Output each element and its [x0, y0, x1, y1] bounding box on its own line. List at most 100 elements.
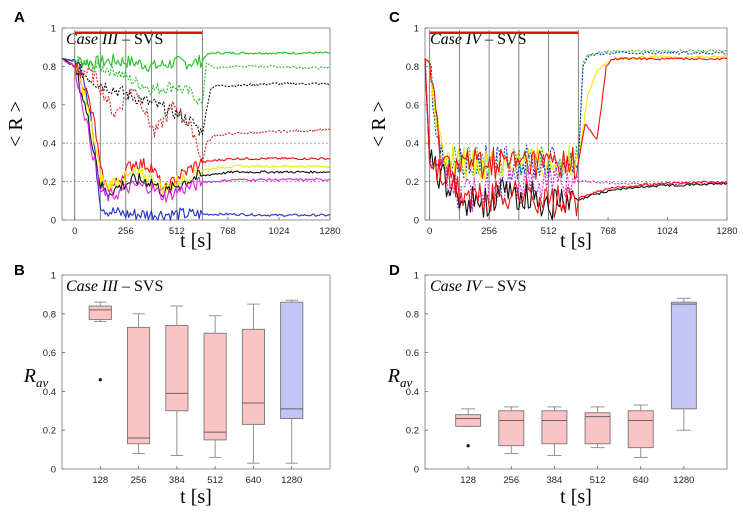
panel-letter: A — [14, 9, 25, 26]
y-axis-label: Rav — [387, 365, 413, 390]
x-tick-label: 512 — [590, 475, 606, 486]
y-tick-label: 0.6 — [406, 348, 419, 359]
title-case: Case III — [66, 278, 119, 295]
x-tick-label: 512 — [207, 475, 223, 486]
x-tick-label: 1024 — [268, 226, 289, 237]
x-tick-label: 1280 — [673, 475, 694, 486]
y-tick-label: 0.4 — [406, 387, 419, 398]
x-tick-label: 384 — [169, 475, 185, 486]
panel-letter: C — [389, 9, 400, 26]
series-line — [424, 57, 728, 181]
y-label-main: R — [23, 365, 36, 387]
box-256 — [127, 313, 151, 454]
x-tick-label: 384 — [546, 475, 562, 486]
x-tick-label: 640 — [245, 475, 261, 486]
y-tick-label: 0.2 — [43, 426, 56, 437]
x-axis-label: t [s] — [180, 230, 212, 252]
x-tick-label: 256 — [118, 226, 134, 237]
box-body — [127, 326, 151, 445]
y-axis-label: < R > — [368, 101, 390, 147]
y-axis-label: < R > — [5, 101, 27, 147]
y-tick-label: 0.8 — [406, 309, 419, 320]
box-body — [203, 332, 227, 441]
series-line — [424, 58, 728, 219]
title-case: Case IV — [430, 31, 483, 48]
x-tick-label: 512 — [541, 226, 557, 237]
box-640 — [627, 404, 654, 458]
series-line — [62, 56, 331, 105]
box-1280 — [670, 297, 697, 431]
box-body — [165, 324, 189, 412]
box-body — [541, 410, 568, 445]
y-tick-label: 0.2 — [406, 426, 419, 437]
box-body — [498, 410, 525, 447]
box-384 — [541, 406, 568, 456]
x-tick-label: 1280 — [319, 226, 340, 237]
y-tick-label: 0 — [414, 216, 419, 227]
y-tick-label: 0.4 — [406, 139, 419, 150]
box-body — [627, 410, 654, 449]
y-label-subscript: av — [400, 375, 413, 390]
box-body — [670, 301, 697, 410]
plot-area — [424, 27, 728, 221]
x-tick-label: 768 — [600, 226, 616, 237]
y-tick-label: 0.8 — [406, 62, 419, 73]
x-tick-label: 512 — [169, 226, 185, 237]
y-tick-label: 0.6 — [43, 348, 56, 359]
panel-letter: D — [389, 262, 400, 279]
series-line — [424, 49, 728, 180]
box-128 — [455, 408, 482, 448]
x-tick-label: 0 — [427, 226, 432, 237]
y-tick-label: 0.2 — [43, 177, 56, 188]
y-tick-label: 0.2 — [406, 177, 419, 188]
box-body — [584, 412, 611, 445]
x-axis-label: t [s] — [560, 230, 592, 252]
y-tick-label: 0.6 — [43, 100, 56, 111]
series-line — [61, 58, 331, 136]
series-line — [61, 58, 331, 195]
x-axis-label: t [s] — [560, 486, 592, 508]
series-line — [61, 58, 331, 203]
title-case: Case III — [66, 31, 119, 48]
x-axis-label: t [s] — [180, 486, 212, 508]
box-384 — [165, 305, 189, 456]
x-tick-label: 256 — [481, 226, 497, 237]
box-512 — [203, 315, 227, 458]
y-tick-label: 1 — [414, 271, 419, 282]
title-case: Case IV — [430, 278, 483, 295]
panel-title: Case IV – SVS — [430, 278, 526, 295]
title-suffix: SVS — [497, 278, 526, 295]
y-axis-label: Rav — [23, 365, 49, 390]
y-tick-label: 0.4 — [43, 387, 56, 398]
y-tick-label: 0.8 — [43, 62, 56, 73]
panel-letter: B — [14, 262, 25, 279]
title-suffix: SVS — [134, 278, 163, 295]
y-tick-label: 1 — [51, 271, 56, 282]
x-tick-label: 1280 — [716, 226, 737, 237]
x-tick-label: 256 — [131, 475, 147, 486]
x-tick-label: 1024 — [657, 226, 678, 237]
box-body — [280, 301, 304, 420]
y-label-subscript: av — [36, 375, 49, 390]
box-640 — [241, 303, 265, 464]
panel-title: Case III – SVS — [66, 278, 163, 295]
outlier-point — [466, 444, 470, 448]
box-128 — [88, 301, 112, 382]
y-tick-label: 1 — [414, 24, 419, 35]
y-tick-label: 0 — [414, 465, 419, 476]
x-tick-label: 128 — [460, 475, 476, 486]
y-tick-label: 0.4 — [43, 139, 56, 150]
series-line — [61, 58, 331, 221]
box-256 — [498, 406, 525, 454]
y-tick-label: 0 — [51, 216, 56, 227]
x-tick-label: 0 — [72, 226, 77, 237]
panel-d: D Case IV – SVS 0 0.2 0.4 0.6 0.8 1 t [s] Rav 128 2… — [387, 262, 728, 508]
y-label-main: R — [387, 365, 400, 387]
series-line — [61, 57, 331, 163]
y-tick-label: 0.8 — [43, 309, 56, 320]
x-tick-label: 768 — [220, 226, 236, 237]
x-tick-label: 640 — [633, 475, 649, 486]
box-512 — [584, 406, 611, 449]
